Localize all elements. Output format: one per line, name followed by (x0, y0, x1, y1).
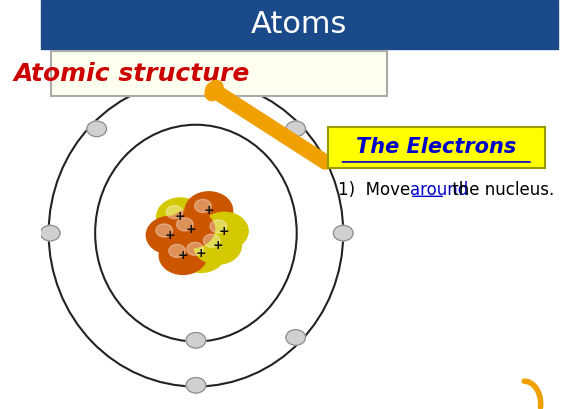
Circle shape (40, 225, 60, 241)
Circle shape (146, 216, 194, 254)
Circle shape (203, 234, 220, 247)
Text: +: + (178, 249, 188, 262)
Text: The Electrons: The Electrons (356, 137, 516, 157)
Circle shape (157, 198, 204, 236)
Text: 1)  Move: 1) Move (338, 181, 416, 199)
FancyBboxPatch shape (51, 51, 387, 96)
Circle shape (159, 237, 207, 274)
Text: +: + (219, 225, 230, 238)
Text: around: around (410, 181, 469, 199)
Circle shape (167, 210, 214, 248)
Circle shape (177, 218, 193, 231)
Circle shape (166, 205, 183, 219)
Text: Atomic structure: Atomic structure (13, 62, 250, 85)
FancyBboxPatch shape (328, 127, 545, 168)
Circle shape (177, 235, 225, 272)
Circle shape (156, 224, 173, 237)
Text: +: + (203, 204, 214, 217)
Text: +: + (175, 210, 186, 223)
Text: +: + (213, 239, 223, 252)
Circle shape (186, 378, 206, 393)
Circle shape (187, 242, 203, 256)
Circle shape (186, 333, 206, 348)
Circle shape (186, 71, 206, 86)
Circle shape (286, 121, 306, 137)
Circle shape (185, 192, 233, 229)
Circle shape (333, 225, 353, 241)
Circle shape (87, 121, 107, 137)
Circle shape (210, 220, 227, 233)
Circle shape (286, 330, 306, 345)
Circle shape (194, 227, 242, 264)
Circle shape (194, 199, 211, 213)
Text: +: + (165, 229, 176, 242)
Text: Atoms: Atoms (251, 10, 348, 39)
Circle shape (201, 212, 248, 250)
Text: the nucleus.: the nucleus. (447, 181, 554, 199)
Text: +: + (185, 222, 196, 236)
Circle shape (169, 244, 185, 258)
Text: +: + (196, 247, 206, 260)
FancyBboxPatch shape (41, 0, 557, 49)
